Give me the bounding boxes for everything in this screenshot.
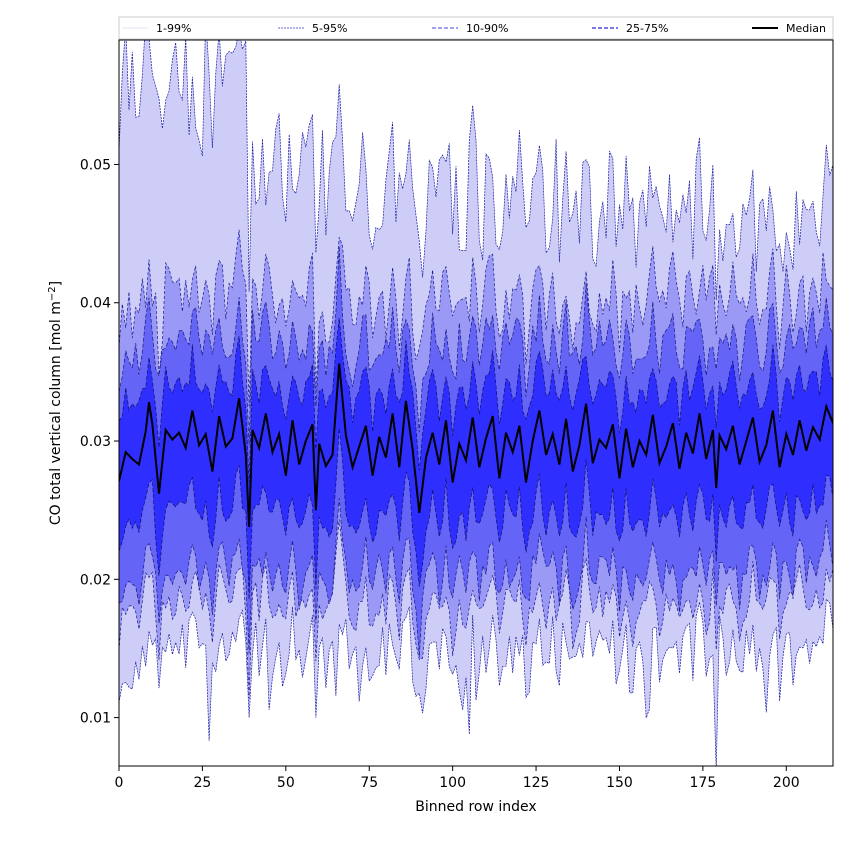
band-25-75: [119, 318, 833, 600]
y-tick-label: 0.04: [80, 296, 111, 312]
band-1-99-upper-edge: [119, 40, 833, 301]
legend-label: 5-95%: [312, 22, 347, 35]
band-1-99-lower-edge: [119, 598, 833, 766]
x-tick-label: 25: [193, 775, 211, 791]
y-tick-label: 0.01: [80, 711, 111, 727]
median-layer: [119, 363, 833, 527]
x-tick-label: 125: [523, 775, 550, 791]
x-tick-label: 175: [690, 775, 717, 791]
band-10-90-upper-edge: [119, 246, 833, 445]
y-axis: 0.01 0.02 0.03 0.04 0.05: [80, 157, 119, 727]
x-tick-label: 50: [277, 775, 295, 791]
legend: 1-99% 5-95% 10-90% 25-75% Median: [118, 16, 834, 40]
x-tick-label: 150: [606, 775, 633, 791]
x-tick-label: 0: [115, 775, 124, 791]
x-axis-title: Binned row index: [415, 799, 536, 815]
x-axis: 0 25 50 75 100 125 150 175 200: [115, 766, 800, 791]
x-tick-label: 100: [439, 775, 466, 791]
x-tick-label: 200: [773, 775, 800, 791]
band-25-75-upper-edge: [119, 318, 833, 484]
band-25-75-lower-edge: [119, 428, 833, 600]
y-tick-label: 0.05: [80, 157, 111, 173]
plot-frame: [118, 39, 834, 767]
legend-label: Median: [786, 22, 826, 35]
y-tick-label: 0.03: [80, 434, 111, 450]
band-5-95-upper-edge: [119, 229, 833, 407]
band-10-90-lower-edge: [119, 498, 833, 658]
median-line: [119, 363, 833, 527]
legend-frame: [118, 16, 834, 40]
legend-label: 1-99%: [156, 22, 191, 35]
y-tick-label: 0.02: [80, 572, 111, 588]
legend-label: 10-90%: [466, 22, 508, 35]
legend-label: 25-75%: [626, 22, 668, 35]
y-axis-title: CO total vertical column [mol m−2]: [47, 281, 65, 525]
x-tick-label: 75: [360, 775, 378, 791]
percentile-bands: [119, 40, 833, 766]
